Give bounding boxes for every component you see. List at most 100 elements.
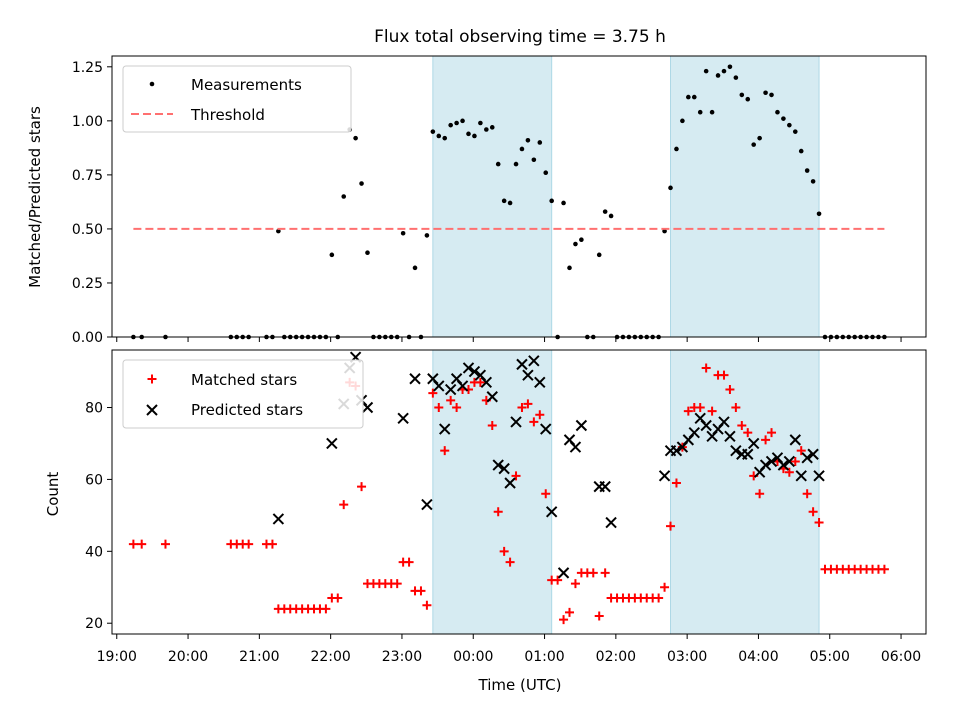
shaded-interval: [432, 55, 553, 338]
predicted-star-point: [545, 506, 558, 518]
y-tick-label: 20: [85, 616, 103, 632]
matched-star-point: [683, 406, 693, 416]
predicted-star-point: [795, 470, 807, 482]
legend-matched-label: Matched stars: [191, 371, 297, 389]
measurement-point: [549, 198, 554, 204]
measurement-point: [567, 265, 572, 271]
matched-star-point: [404, 557, 414, 567]
matched-star-point: [535, 410, 545, 420]
measurement-point: [543, 170, 549, 176]
predicted-star-point: [688, 426, 700, 439]
x-tick-label: 21:00: [239, 649, 279, 665]
measurement-point: [739, 92, 745, 98]
predicted-star-point: [456, 380, 469, 392]
measurement-point: [715, 73, 721, 78]
bottom-axis-ticks: 20 40 60 80 19:00 20:00 21:00 22:00 23:00 00:00 01…: [85, 401, 921, 665]
predicted-star-point: [540, 423, 552, 435]
matched-star-point: [719, 370, 729, 380]
bottom-legend: [122, 359, 364, 429]
y-tick-label: 60: [85, 472, 103, 488]
predicted-star-point: [361, 401, 374, 414]
measurement-point: [519, 146, 525, 152]
predicted-star-point: [801, 452, 813, 464]
legend-threshold-label: Threshold: [190, 106, 265, 124]
x-tick-label: 05:00: [810, 649, 850, 665]
bottom-series-marks: [128, 351, 889, 625]
shaded-interval: [432, 349, 553, 635]
x-tick-label: 03:00: [667, 649, 707, 665]
measurement-point: [430, 129, 436, 134]
measurement-point: [810, 179, 816, 184]
measurement-point: [721, 68, 727, 74]
measurement-point: [353, 135, 358, 141]
measurement-point: [507, 200, 513, 206]
predicted-star-point: [421, 498, 433, 511]
measurement-point: [424, 233, 430, 238]
matched-star-point: [267, 539, 277, 549]
predicted-star-point: [813, 470, 825, 482]
measurement-point: [697, 109, 703, 115]
predicted-star-point: [444, 383, 457, 396]
measurement-point: [448, 122, 453, 128]
predicted-star-point: [492, 459, 504, 471]
predicted-star-point: [730, 444, 742, 457]
y-tick-label: 0.50: [72, 222, 103, 238]
predicted-star-point: [724, 430, 736, 442]
y-tick-label: 1.00: [72, 114, 103, 130]
matched-star-point: [784, 467, 794, 477]
predicted-star-point: [272, 513, 285, 525]
matched-star-point: [559, 615, 569, 625]
x-tick-label: 00:00: [453, 649, 493, 665]
measurement-point: [775, 109, 780, 115]
matched-star-point: [790, 456, 800, 466]
matched-star-point: [600, 568, 610, 578]
measurement-point: [757, 135, 762, 141]
matched-star-point: [137, 539, 147, 549]
matched-star-point: [452, 403, 462, 413]
predicted-star-point: [569, 441, 582, 453]
bottom-axes-border: [111, 349, 927, 635]
measurement-point: [804, 168, 810, 173]
matched-star-point: [879, 564, 889, 574]
matched-star-point: [654, 593, 664, 603]
matched-star-point: [339, 500, 349, 510]
x-tick-label: 20:00: [168, 649, 208, 665]
measurement-point: [341, 194, 347, 199]
matched-star-point: [737, 420, 747, 430]
predicted-star-point: [557, 567, 570, 579]
matched-star-point: [428, 388, 438, 398]
measurement-point: [787, 122, 792, 128]
measurement-point: [579, 237, 584, 243]
matched-star-point: [529, 417, 539, 427]
measurement-point: [769, 92, 774, 98]
matched-star-point: [553, 575, 563, 585]
measurement-point: [478, 120, 483, 126]
matched-star-point: [701, 363, 711, 373]
measurement-point: [466, 131, 471, 137]
predicted-star-point: [700, 419, 712, 432]
measurement-point: [501, 198, 507, 204]
x-tick-label: 22:00: [310, 649, 350, 665]
shaded-interval: [670, 55, 820, 338]
measurement-point: [733, 75, 739, 80]
y-tick-label: 80: [85, 401, 103, 417]
predicted-star-point: [783, 455, 796, 468]
measurement-point: [727, 64, 733, 70]
matched-star-point: [695, 403, 705, 413]
y-tick-label: 0.75: [72, 168, 103, 184]
matched-star-point: [660, 582, 670, 592]
predicted-star-point: [789, 434, 801, 446]
matched-star-point: [422, 600, 432, 610]
measurement-point: [686, 94, 691, 100]
matched-star-point: [511, 471, 521, 481]
predicted-star-point: [516, 358, 528, 371]
measurement-point: [460, 118, 465, 124]
predicted-star-point: [658, 470, 671, 482]
matched-star-point: [808, 507, 818, 517]
predicted-star-point: [397, 412, 409, 425]
matched-star-point: [475, 377, 485, 387]
top-y-axis-label: Matched/Predicted stars: [26, 106, 44, 288]
measurement-point: [763, 90, 768, 96]
matched-star-point: [671, 478, 681, 488]
predicted-star-point: [777, 459, 790, 471]
